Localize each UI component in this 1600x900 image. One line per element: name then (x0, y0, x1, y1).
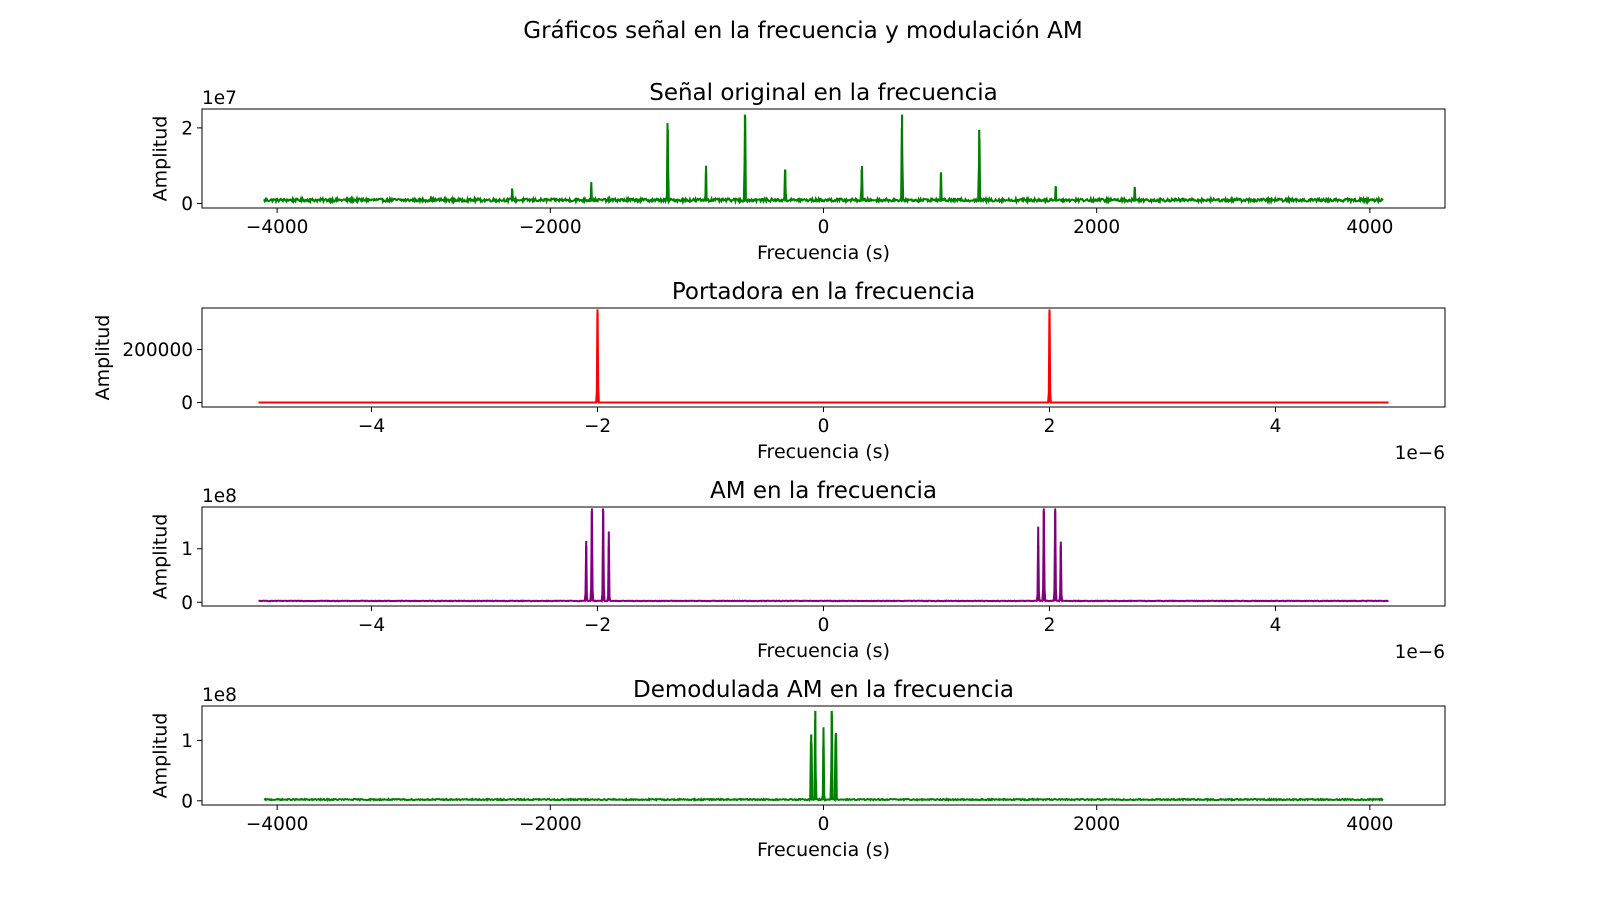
x-tick-label: 4 (1270, 416, 1282, 437)
series-line (258, 508, 1389, 603)
x-tick-label: −2 (584, 416, 611, 437)
x-tick-label: 4 (1270, 615, 1282, 636)
x-tick-label: 4000 (1346, 217, 1393, 238)
x-tick-label: 0 (818, 217, 830, 238)
y-tick-label: 0 (181, 393, 193, 414)
subplot-title: AM en la frecuencia (710, 478, 937, 504)
x-tick-label: 2000 (1073, 217, 1120, 238)
x-tick-label: −2 (584, 615, 611, 636)
y-tick-label: 1 (181, 731, 193, 752)
subplot-title: Demodulada AM en la frecuencia (633, 677, 1014, 703)
x-tick-label: −4 (358, 416, 385, 437)
series-line (258, 309, 1389, 404)
x-offset-text: 1e−6 (1395, 443, 1445, 464)
x-tick-label: −2000 (519, 814, 582, 835)
subplots-container: Señal original en la frecuencia−4000 −200… (92, 80, 1446, 861)
y-tick-label: 1 (181, 539, 193, 560)
x-tick-label: 0 (818, 814, 830, 835)
x-tick-label: −4 (358, 615, 385, 636)
x-offset-text: 1e−6 (1395, 642, 1445, 663)
x-tick-label: 2 (1044, 615, 1056, 636)
axes-frame (201, 506, 1446, 607)
y-axis-label: Amplitud (150, 116, 172, 202)
y-tick-label: 0 (181, 194, 193, 215)
x-tick-label: 0 (818, 615, 830, 636)
subplot-title: Señal original en la frecuencia (649, 80, 998, 106)
figure-suptitle: Gráficos señal en la frecuencia y modula… (523, 18, 1082, 44)
y-axis-label: Amplitud (150, 514, 172, 600)
subplot-title: Portadora en la frecuencia (672, 279, 975, 305)
x-tick-label: 4000 (1346, 814, 1393, 835)
series-line (263, 115, 1384, 206)
axes-frame (201, 108, 1446, 209)
y-offset-text: 1e8 (202, 486, 237, 507)
y-axis-label: Amplitud (150, 713, 172, 799)
y-axis-label: Amplitud (92, 315, 114, 401)
x-axis-label: Frecuencia (s) (757, 242, 890, 264)
x-tick-label: −4000 (246, 814, 309, 835)
x-tick-label: −2000 (519, 217, 582, 238)
subplot-2: Portadora en la frecuencia −4 −2 0 2 4 0 200000… (92, 279, 1446, 464)
y-tick-label: 2 (181, 118, 193, 139)
x-axis-label: Frecuencia (s) (757, 640, 890, 662)
x-tick-label: 2 (1044, 416, 1056, 437)
y-tick-label: 0 (181, 593, 193, 614)
x-tick-label: 0 (818, 416, 830, 437)
y-tick-label: 0 (181, 791, 193, 812)
x-axis-label: Frecuencia (s) (757, 441, 890, 463)
subplot-4: Demodulada AM en la frecuencia −4000 −2000… (150, 677, 1446, 861)
y-tick-label: 200000 (122, 340, 193, 361)
series-line (263, 714, 1384, 803)
axes-frame (201, 307, 1446, 408)
x-axis-label: Frecuencia (s) (757, 839, 890, 861)
subplot-3: AM en la frecuencia −4 −2 0 2 4 0 1 Frecuencia (… (150, 478, 1446, 663)
subplot-1: Señal original en la frecuencia −4000 −200… (150, 80, 1446, 264)
x-tick-label: 2000 (1073, 814, 1120, 835)
y-offset-text: 1e7 (202, 88, 237, 109)
x-tick-label: −4000 (246, 217, 309, 238)
y-offset-text: 1e8 (202, 685, 237, 706)
